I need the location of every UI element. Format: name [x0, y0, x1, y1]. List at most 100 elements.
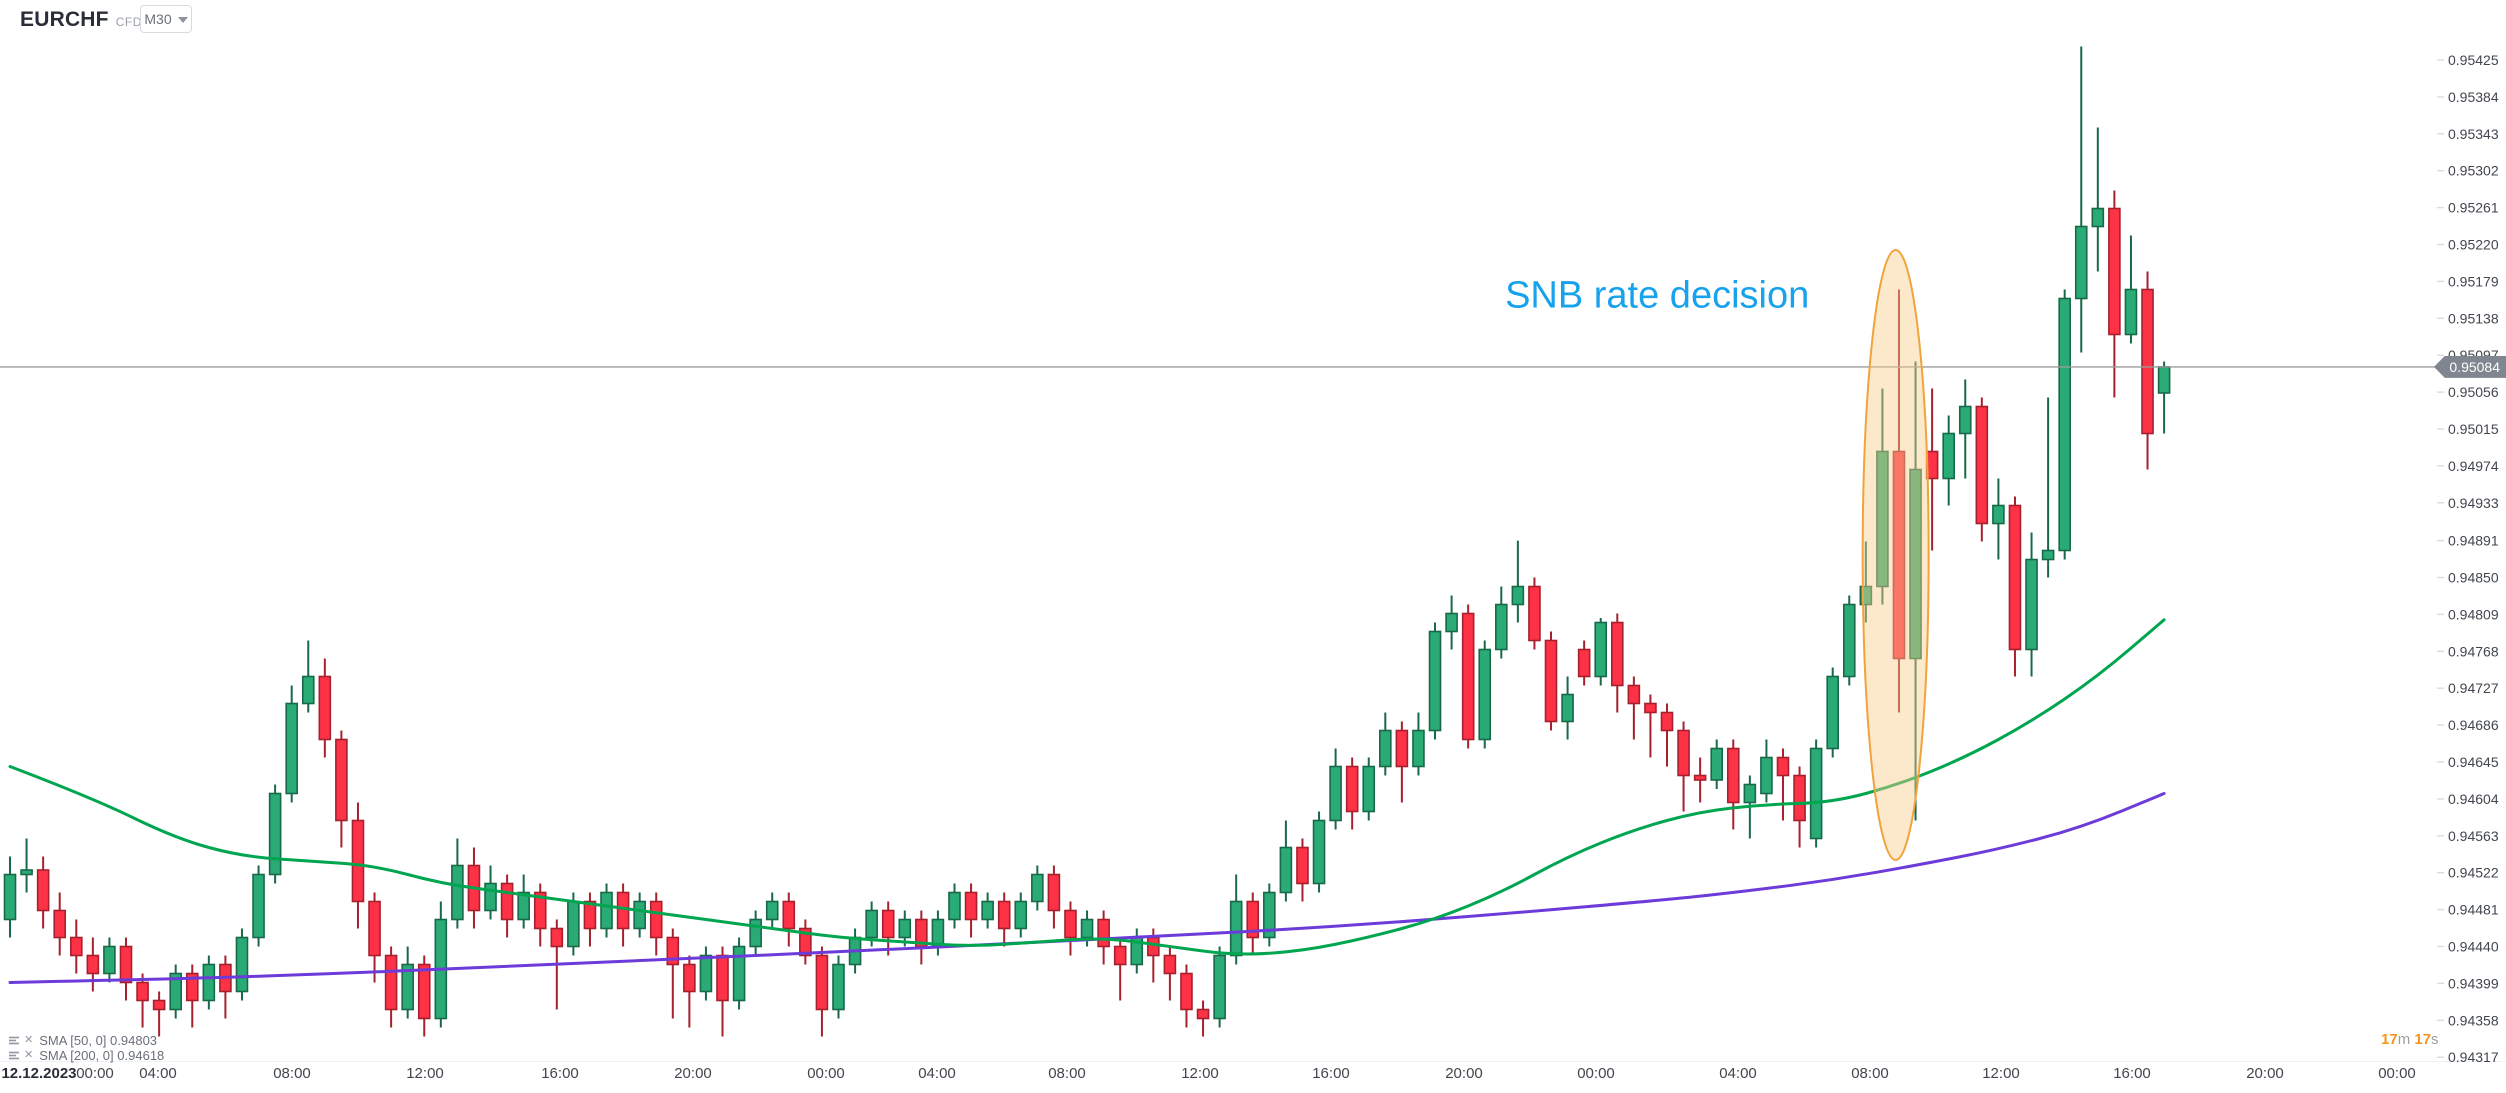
- snb-annotation-text[interactable]: SNB rate decision: [1505, 275, 1809, 317]
- price-axis-label: 0.94563: [2448, 828, 2499, 844]
- candle-body: [1677, 729, 1690, 777]
- price-axis-label: 0.95138: [2448, 310, 2499, 326]
- candle-body: [3, 873, 17, 921]
- price-axis-label: 0.94358: [2448, 1012, 2499, 1028]
- price-axis-label: 0.94645: [2448, 754, 2499, 770]
- candle-body: [550, 927, 564, 948]
- candle-body: [1793, 774, 1806, 822]
- candle-body: [1113, 945, 1127, 966]
- indicator-remove-icon[interactable]: ✕: [24, 1048, 34, 1061]
- candle-body: [782, 900, 796, 930]
- candle-body: [318, 675, 332, 741]
- candle-body: [1561, 693, 1574, 723]
- time-axis[interactable]: 12.12.2023 00:00 04:00 08:00 12:00 16:00 20:00…: [1, 1065, 2415, 1082]
- candle-body: [1196, 1008, 1210, 1020]
- candle-body: [881, 909, 895, 939]
- candle-body: [169, 972, 182, 1011]
- instrument-type-label: CFD: [115, 14, 142, 29]
- candle-body: [1097, 918, 1110, 948]
- candle-body: [1992, 504, 2005, 525]
- candle-body: [1163, 954, 1177, 975]
- candle-body: [1842, 603, 1856, 678]
- price-axis-label: 0.94686: [2448, 717, 2499, 733]
- indicator-settings-icon[interactable]: [8, 1050, 20, 1061]
- candle-body: [20, 869, 33, 876]
- candle-body: [1445, 612, 1458, 633]
- indicator-settings-icon[interactable]: [8, 1035, 20, 1046]
- candle-body: [1909, 468, 1922, 660]
- candle-body: [815, 954, 829, 1011]
- sma200-line: [8, 792, 2166, 984]
- candle-body: [1296, 846, 1309, 885]
- symbol-selector[interactable]: EURCHF CFD: [20, 8, 161, 32]
- candle-body: [384, 954, 398, 1011]
- candle-body: [268, 792, 282, 876]
- symbol-name[interactable]: EURCHF: [20, 8, 109, 31]
- candle-body: [1395, 729, 1409, 768]
- candles-layer: [3, 46, 2171, 1037]
- price-axis-label: 0.94850: [2448, 570, 2499, 586]
- candle-body: [1544, 639, 1558, 723]
- candle-body: [185, 972, 199, 1002]
- indicator-label: SMA [50, 0] 0.94803: [39, 1032, 158, 1048]
- price-axis-label: 0.95179: [2448, 273, 2499, 289]
- candle-body: [2058, 297, 2071, 552]
- candle-body: [799, 927, 812, 957]
- candle-body: [948, 891, 961, 921]
- indicator-label: SMA [200, 0] 0.94618: [39, 1047, 165, 1063]
- candle-body: [865, 909, 878, 939]
- candle-body: [119, 945, 133, 984]
- candle-body: [1461, 612, 1475, 741]
- candle-body: [2157, 366, 2171, 394]
- candle-body: [1379, 729, 1392, 768]
- candle-body: [567, 900, 580, 948]
- candle-body: [136, 981, 149, 1002]
- candle-body: [1776, 756, 1790, 777]
- candle-body: [1246, 900, 1260, 939]
- candle-body: [1263, 891, 1276, 939]
- candle-body: [1710, 747, 1724, 781]
- candle-body: [401, 963, 414, 1011]
- time-axis-label: 08:00: [1851, 1065, 1889, 1082]
- timeframe-dropdown[interactable]: M30: [140, 5, 192, 33]
- time-axis-label: 00:00: [807, 1065, 845, 1082]
- price-axis-label: 0.94768: [2448, 643, 2499, 659]
- time-axis-label: 04:00: [1719, 1065, 1757, 1082]
- candle-body: [699, 954, 713, 993]
- time-axis-label: 00:00: [1577, 1065, 1615, 1082]
- sma50-line: [8, 618, 2166, 956]
- candle-body: [36, 869, 50, 912]
- candle-body: [484, 882, 497, 912]
- price-axis-label: 0.94891: [2448, 533, 2499, 549]
- candle-body: [666, 936, 680, 966]
- candle-body: [103, 945, 116, 975]
- indicator-remove-icon[interactable]: ✕: [24, 1033, 34, 1046]
- candle-body: [451, 864, 464, 921]
- candle-body: [368, 900, 381, 957]
- candle-body: [964, 891, 978, 921]
- candle-body: [1760, 756, 1773, 795]
- candle-body: [997, 900, 1011, 930]
- candle-body: [1610, 621, 1624, 687]
- indicator-row-sma200: ✕ SMA [200, 0] 0.94618: [8, 1047, 165, 1063]
- candle-body: [1644, 702, 1657, 714]
- price-axis[interactable]: 0.95425 0.95384 0.95343 0.95302 0.95261 0.952…: [2437, 52, 2499, 1065]
- candle-body: [1693, 774, 1707, 781]
- time-axis-label: 04:00: [918, 1065, 956, 1082]
- candle-body: [765, 900, 779, 921]
- candle-body: [1064, 909, 1077, 939]
- chevron-down-icon: [177, 17, 188, 23]
- candle-body: [2091, 207, 2105, 228]
- price-axis-label: 0.95056: [2448, 384, 2499, 400]
- candle-body: [832, 963, 845, 1011]
- price-axis-label: 0.95343: [2448, 126, 2499, 142]
- candle-body: [1478, 648, 1492, 741]
- snb-event-highlight-ellipse[interactable]: [1861, 249, 1930, 861]
- candle-body: [2074, 225, 2088, 300]
- candle-body: [1147, 936, 1160, 957]
- candle-body: [517, 891, 530, 921]
- candle-body: [749, 918, 762, 948]
- price-axis-label: 0.94522: [2448, 865, 2499, 881]
- candle-body: [235, 936, 249, 993]
